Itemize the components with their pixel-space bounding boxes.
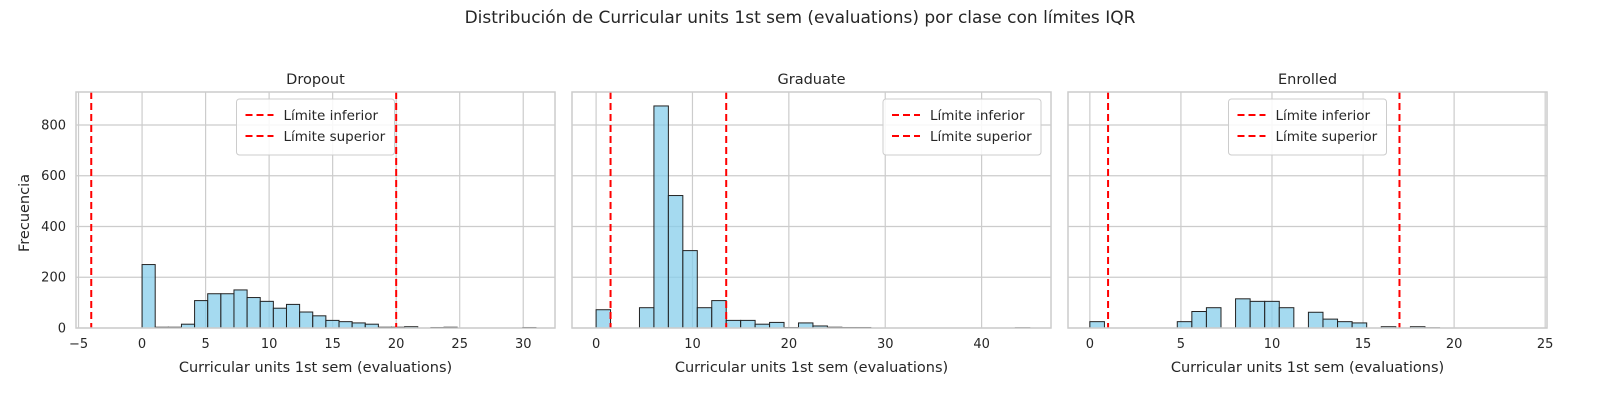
histogram-bar [711,300,727,329]
plot-frame [1067,91,1548,329]
histogram-bar [769,321,785,329]
x-tick-label: 10 [261,337,278,352]
x-tick-label: 10 [684,337,701,352]
plot-frame [75,91,556,329]
x-tick-label: −5 [69,337,88,352]
histogram-bar [1235,298,1251,329]
histogram-bar [1337,321,1353,329]
legend-label: Límite inferior [1276,108,1371,124]
histogram-bar [682,250,698,329]
legend-box [882,98,1042,156]
x-tick-label: 20 [388,337,405,352]
panel-title: Enrolled [1278,72,1337,88]
y-tick-label: 400 [41,220,66,235]
x-tick-label: 0 [1086,337,1094,352]
panel-graduate: Graduate 0 10 20 30 40 Curricular units 1st se… [571,72,1052,376]
x-tick-label: 10 [1264,337,1281,352]
legend: Límite inferior Límite superior [882,98,1042,156]
histogram-bar [1307,311,1324,329]
x-tick-label: 40 [973,337,990,352]
histogram-bar [246,297,261,329]
histogram-bar [595,309,612,329]
histogram-bar [797,322,814,329]
legend: Límite inferior Límite superior [1228,98,1387,156]
histogram-bar [285,303,301,329]
histogram-bar [1264,300,1280,329]
histogram-bar [1322,318,1339,329]
plot-frame [571,91,1052,329]
legend-label: Límite inferior [930,108,1025,124]
x-axis-label: Curricular units 1st sem (evaluations) [1171,360,1444,376]
histogram-bar [338,321,353,329]
x-tick-label: 25 [1537,337,1554,352]
histogram-bar [667,195,684,329]
legend-box [1228,98,1387,156]
x-tick-label: 30 [877,337,894,352]
legend-label: Límite superior [1276,129,1378,145]
histogram-bar [638,307,655,329]
histogram-bar [740,319,756,329]
histogram-bar [351,322,366,329]
histogram-bar [1249,300,1266,329]
histogram-bar [325,319,340,329]
panel-title: Dropout [286,72,345,88]
y-tick-label: 800 [41,118,66,133]
x-tick-label: 0 [592,337,600,352]
histogram-bar [1191,311,1207,329]
histogram-bar [299,311,314,329]
histogram-bar [1205,307,1222,329]
histogram-bar [1176,321,1193,329]
histogram-bar [1089,321,1105,329]
histogram-bar [220,293,235,329]
x-tick-label: 25 [451,337,468,352]
panel-dropout: Dropout−5 0 5 10 15 20 25 300200400600800Curric… [41,72,556,376]
legend-label: Límite inferior [284,108,379,124]
x-tick-label: 15 [324,337,341,352]
histogram-bar [233,289,248,329]
histogram-bar [312,315,327,329]
histogram-bar [141,264,156,329]
legend-label: Límite superior [930,129,1032,145]
y-axis-label: Frecuencia [17,174,33,252]
histogram-bar [194,300,209,329]
histogram-bar [207,293,222,329]
x-axis-label: Curricular units 1st sem (evaluations) [675,360,948,376]
subplot-panels: Dropout−5 0 5 10 15 20 25 300200400600800Curric… [41,72,1553,376]
histogram-bar [272,307,287,329]
x-axis-label: Curricular units 1st sem (evaluations) [179,360,452,376]
y-tick-label: 600 [41,169,66,184]
legend: Límite inferior Límite superior [236,98,395,156]
y-tick-label: 0 [58,322,66,337]
histogram-bar [725,319,742,329]
figure-title: Distribución de Curricular units 1st sem… [465,8,1136,28]
x-tick-label: 20 [781,337,798,352]
histogram-bar [259,300,274,329]
x-tick-label: 20 [1446,337,1463,352]
x-tick-label: 5 [1177,337,1185,352]
histogram-bar [1351,322,1368,329]
x-tick-label: 30 [515,337,532,352]
histogram-bar [653,105,669,329]
histogram-bar [696,307,713,329]
histogram-bar [1278,307,1295,329]
panel-enrolled: Enrolled 0 5 10 15 20 25 Curricular units 1st s… [1067,72,1554,376]
y-tick-label: 200 [41,271,66,286]
x-tick-label: 0 [138,337,146,352]
x-tick-label: 5 [201,337,209,352]
x-tick-label: 15 [1355,337,1372,352]
panel-title: Graduate [778,72,846,88]
legend-box [236,98,395,156]
legend-label: Límite superior [284,129,386,145]
